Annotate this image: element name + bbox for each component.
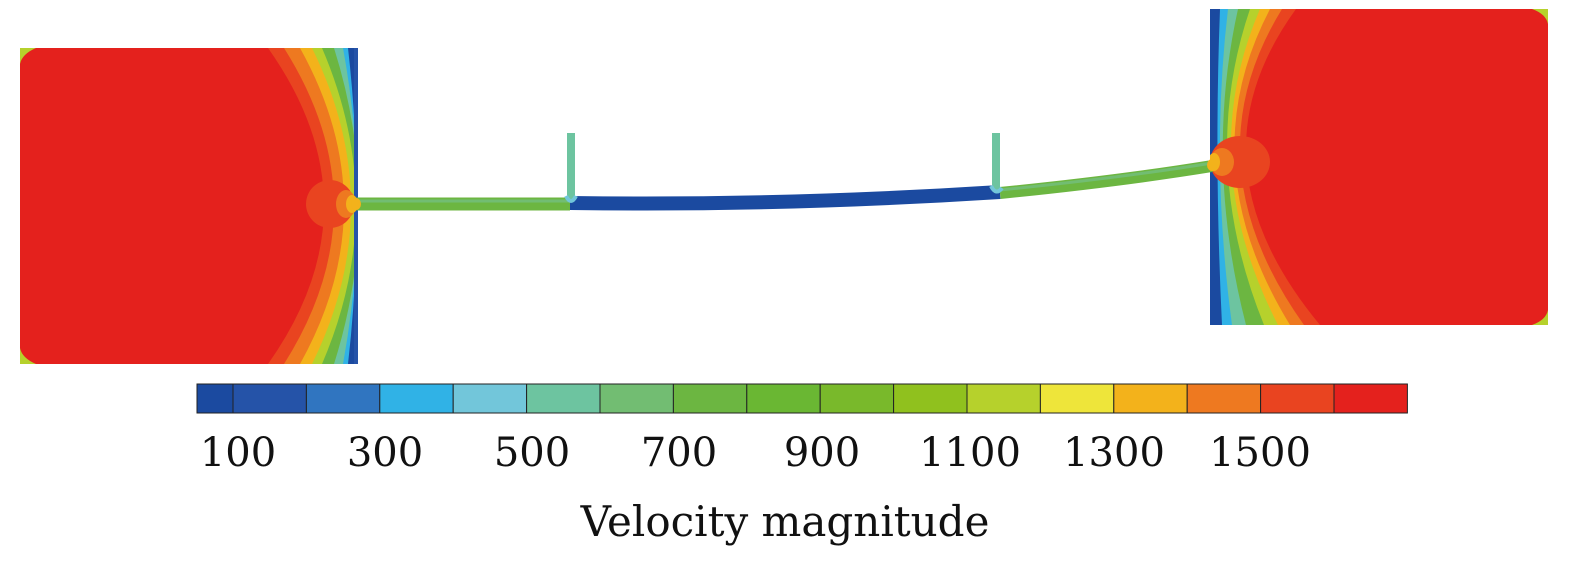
colorbar-tick-label: 100 <box>200 430 276 476</box>
colorbar-tick-label: 1100 <box>919 430 1021 476</box>
left-chamber <box>20 48 358 364</box>
colorbar-swatch <box>746 383 821 414</box>
right-chamber <box>1210 9 1548 325</box>
colorbar-swatch <box>599 383 674 414</box>
colorbar-tick-label: 1300 <box>1063 430 1165 476</box>
colorbar-swatch <box>1186 383 1262 414</box>
colorbar <box>196 383 1408 414</box>
colorbar-swatch <box>672 383 748 414</box>
colorbar-swatch <box>1260 383 1335 414</box>
colorbar-swatch <box>452 383 528 414</box>
colorbar-swatch <box>1113 383 1188 414</box>
colorbar-tick-label: 500 <box>494 430 570 476</box>
colorbar-swatch <box>893 383 968 414</box>
colorbar-swatch <box>819 383 895 414</box>
colorbar-tick-label: 700 <box>641 430 717 476</box>
colorbar-swatch <box>526 383 601 414</box>
colorbar-swatch <box>232 383 307 414</box>
connecting-pipe <box>351 133 1217 211</box>
colorbar-title: Velocity magnitude <box>580 497 990 546</box>
colorbar-tick-label: 1500 <box>1209 430 1311 476</box>
colorbar-tick-labels: 100 300 500 700 900 1100 1300 1500 <box>200 430 1311 476</box>
colorbar-tick-label: 900 <box>784 430 860 476</box>
colorbar-swatch <box>305 383 381 414</box>
colorbar-swatch <box>1039 383 1115 414</box>
colorbar-swatch <box>379 383 454 414</box>
colorbar-swatch <box>196 383 234 414</box>
colorbar-swatch <box>966 383 1041 414</box>
colorbar-tick-label: 300 <box>347 430 423 476</box>
colorbar-swatch <box>1333 383 1408 414</box>
